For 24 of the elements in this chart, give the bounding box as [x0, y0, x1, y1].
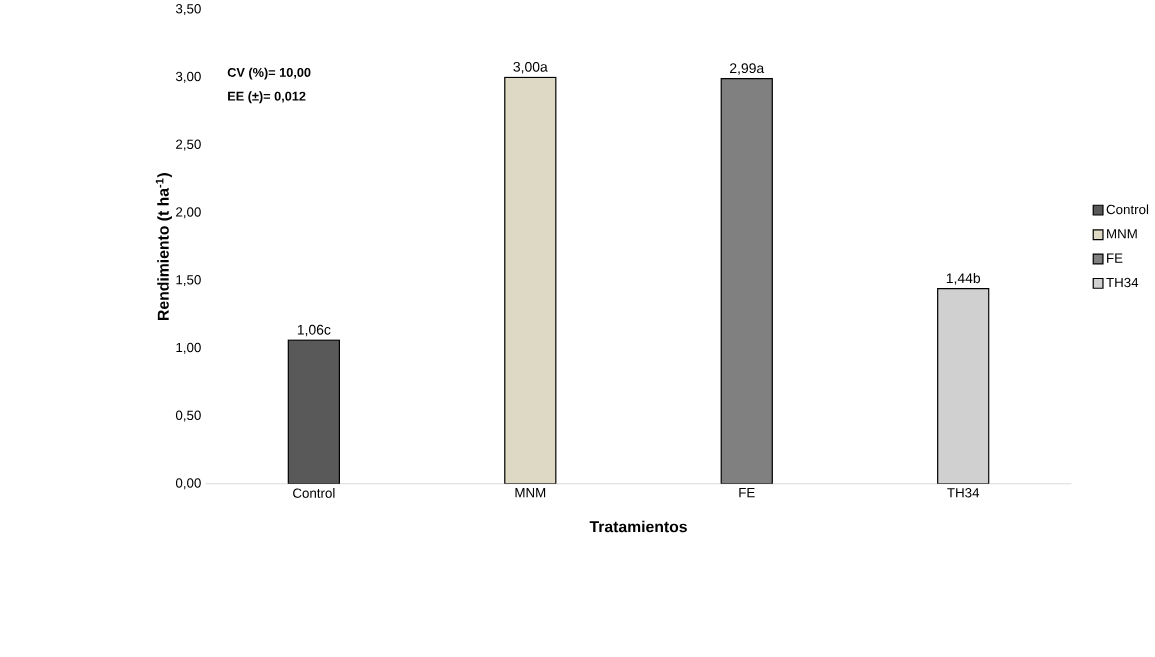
- y-tick-label: 1,00: [176, 342, 201, 354]
- data-label: 3,00a: [513, 61, 548, 74]
- y-tick-label: 1,50: [176, 274, 201, 286]
- y-tick-label: 3,00: [175, 71, 201, 83]
- y-tick-label: 2,50: [176, 139, 201, 151]
- y-tick-label: 3,50: [175, 3, 201, 15]
- y-tick-label: 2,00: [176, 207, 201, 219]
- legend-label: TH34: [1106, 277, 1139, 288]
- y-tick-label: 0,50: [175, 410, 201, 422]
- legend-label: Control: [1106, 204, 1149, 215]
- y-axis-title: Rendimiento (t ha$^{-1}$): [155, 173, 172, 320]
- data-label: 1,06c: [297, 324, 331, 337]
- legend-label: FE: [1107, 253, 1123, 263]
- x-tick-label: TH34: [947, 487, 980, 498]
- annotation: CV (%)= 10,00: [227, 67, 311, 80]
- x-tick-label: Control: [293, 487, 335, 498]
- annotation: EE (±)= 0,012: [228, 91, 306, 104]
- y-tick-label: 0,00: [175, 478, 201, 490]
- legend-label: MNM: [1107, 229, 1137, 239]
- x-tick-label: MNM: [515, 487, 546, 498]
- x-axis-title: Tratamientos: [589, 520, 687, 533]
- data-label: 1,44b: [946, 272, 981, 285]
- x-tick-label: FE: [739, 487, 755, 498]
- data-label: 2,99a: [730, 63, 765, 75]
